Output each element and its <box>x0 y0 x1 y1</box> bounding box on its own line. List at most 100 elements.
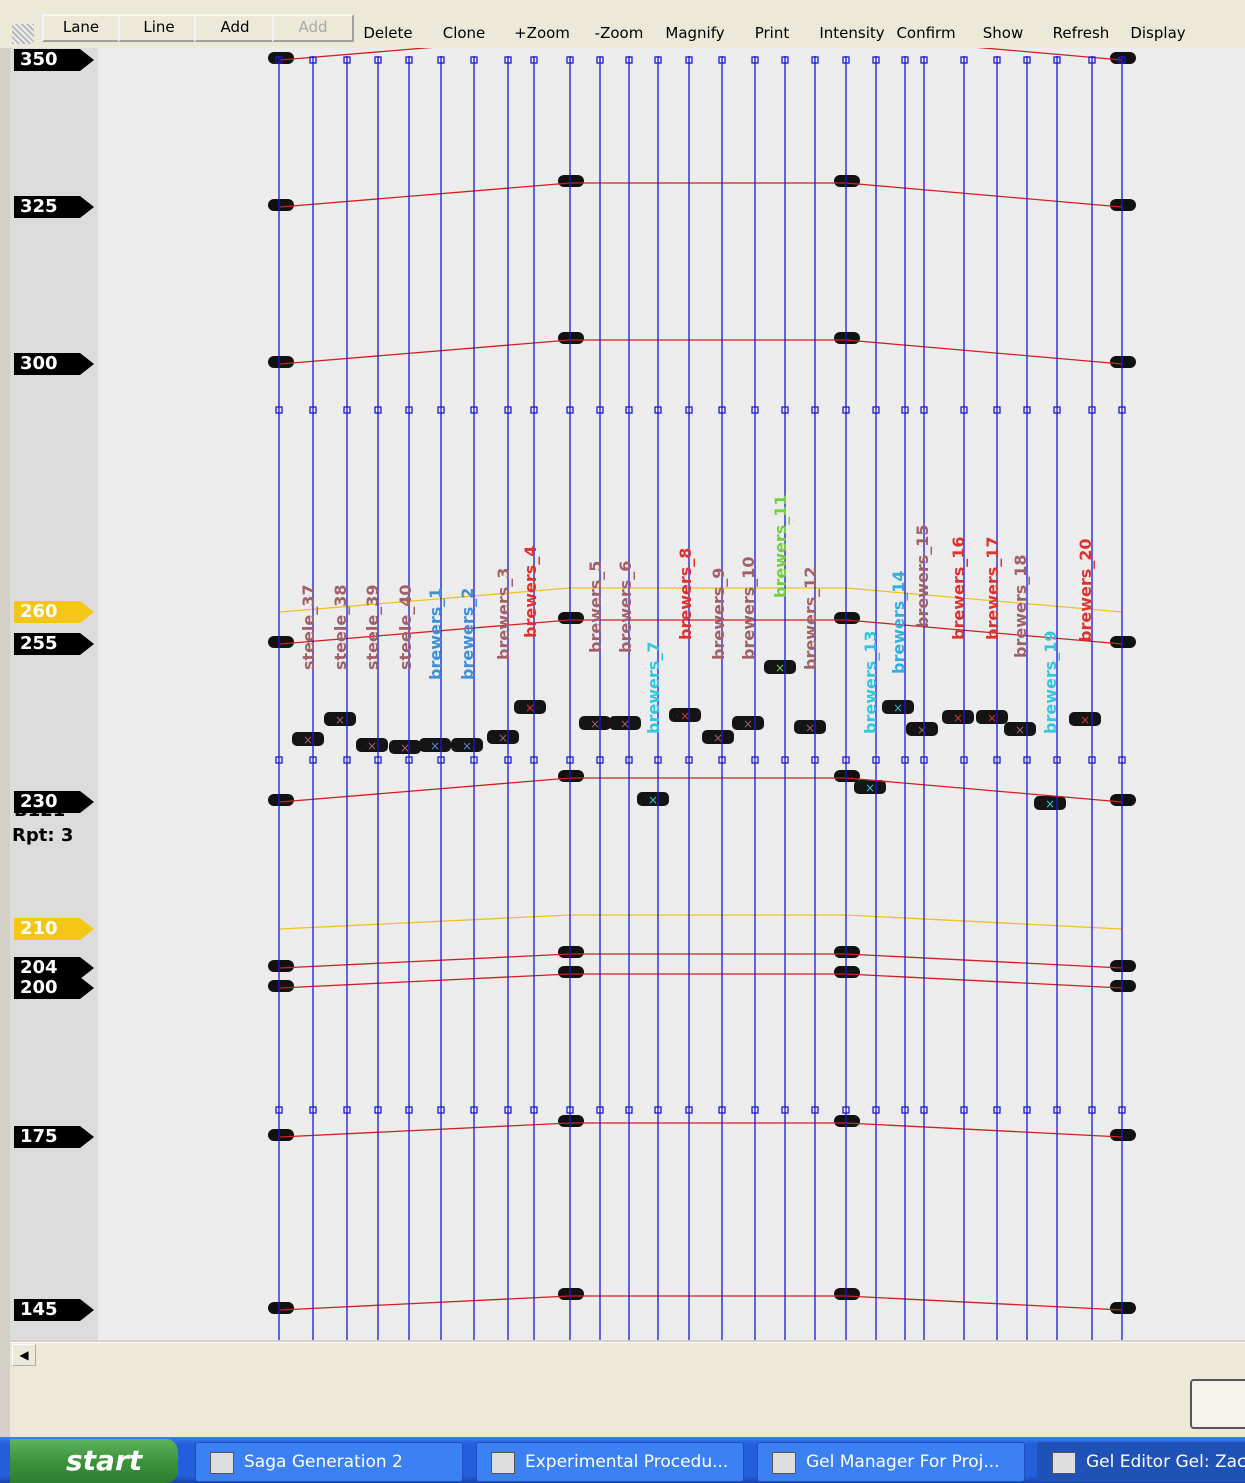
ladder-band <box>558 175 584 187</box>
toolbar-button[interactable]: Add <box>194 14 276 42</box>
ladder-band <box>558 966 584 978</box>
task-icon <box>772 1452 796 1474</box>
toolbar-button[interactable]: Add <box>272 14 354 42</box>
band-call: × <box>303 733 313 747</box>
toolbar-button[interactable]: Confirm <box>892 22 960 46</box>
toolbar-button[interactable]: Lane <box>42 14 120 42</box>
lane-label: brewers_15 <box>913 524 932 628</box>
gel-noise <box>98 48 1245 1340</box>
toolbar-button[interactable]: +Zoom <box>508 22 576 46</box>
task-icon <box>210 1452 234 1474</box>
ladder-band <box>268 636 294 648</box>
lane-label: steele_37 <box>299 585 318 670</box>
taskbar-item[interactable]: Experimental Procedu... <box>476 1442 744 1482</box>
scroll-left[interactable]: ◀ <box>12 1344 36 1366</box>
band-call: × <box>367 739 377 753</box>
ladder-band <box>268 794 294 806</box>
toolbar-button[interactable]: Clone <box>432 22 496 46</box>
gel-image: ×××××××××××××××××××××××× steele_37steele… <box>0 48 1245 1340</box>
lane-label: steele_40 <box>396 585 415 670</box>
ladder-band <box>834 966 860 978</box>
ladder-band <box>1110 636 1136 648</box>
toolbar-button[interactable]: Magnify <box>656 22 734 46</box>
ladder-band <box>834 946 860 958</box>
ladder-band <box>268 980 294 992</box>
ladder-band <box>834 332 860 344</box>
toolbar-button[interactable]: Refresh <box>1044 22 1118 46</box>
ladder-band <box>268 356 294 368</box>
status-panel <box>10 1367 1245 1437</box>
lane-label: brewers_7 <box>644 642 663 734</box>
gel-editor-window: LaneLineAddAddDeleteClone+Zoom-ZoomMagni… <box>0 0 1245 1483</box>
band-call: × <box>893 701 903 715</box>
band-call: × <box>1080 713 1090 727</box>
lane-label: brewers_12 <box>801 566 820 670</box>
lane-label: brewers_10 <box>739 556 758 660</box>
lane-label: brewers_20 <box>1076 538 1095 642</box>
ladder-band <box>1110 52 1136 64</box>
lane-label: brewers_1 <box>426 588 445 680</box>
grip <box>12 24 34 44</box>
lane-label: brewers_13 <box>861 630 880 734</box>
toolbar-button[interactable]: -Zoom <box>586 22 652 46</box>
band-call: × <box>462 739 472 753</box>
ladder-band <box>1110 1302 1136 1314</box>
band-call: × <box>648 793 658 807</box>
lane-label: brewers_14 <box>889 570 908 674</box>
toolbar-button[interactable]: Show <box>972 22 1034 46</box>
band-call: × <box>917 723 927 737</box>
lane-label: brewers_2 <box>458 588 477 680</box>
ladder-band <box>268 1129 294 1141</box>
band-call: × <box>430 739 440 753</box>
band-call: × <box>987 711 997 725</box>
ladder-band <box>1110 960 1136 972</box>
taskbar-item[interactable]: Gel Editor Gel: Zach <box>1037 1442 1245 1482</box>
toolbar-button[interactable]: Delete <box>352 22 424 46</box>
band-call: × <box>805 721 815 735</box>
ladder-band <box>834 612 860 624</box>
band-call: × <box>953 711 963 725</box>
horizontal-scrollbar[interactable]: ◀ <box>10 1342 1245 1368</box>
band-call: × <box>1015 723 1025 737</box>
lane-label: brewers_4 <box>521 546 540 638</box>
taskbar-item[interactable]: Gel Manager For Proj... <box>757 1442 1025 1482</box>
band-call: × <box>590 717 600 731</box>
ladder-band <box>1110 794 1136 806</box>
taskbar-item[interactable]: Saga Generation 2 <box>195 1442 463 1482</box>
toolbar-button[interactable]: Print <box>742 22 802 46</box>
ladder-band <box>268 199 294 211</box>
lane-label: brewers_9 <box>709 568 728 660</box>
task-icon <box>491 1452 515 1474</box>
ladder-band <box>834 175 860 187</box>
band-call: × <box>865 781 875 795</box>
lane-label: brewers_8 <box>676 548 695 640</box>
ladder-band <box>1110 1129 1136 1141</box>
ladder-band <box>1110 980 1136 992</box>
ladder-band <box>268 52 294 64</box>
button[interactable] <box>1190 1379 1245 1429</box>
lane-label: brewers_6 <box>616 561 635 653</box>
ladder-band <box>834 1288 860 1300</box>
band-call: × <box>498 731 508 745</box>
task-icon <box>1052 1452 1076 1474</box>
lane-label: brewers_3 <box>494 568 513 660</box>
toolbar-button[interactable]: Intensity <box>812 22 892 46</box>
lane-label: brewers_19 <box>1041 630 1060 734</box>
ladder-band <box>834 770 860 782</box>
lane-label: brewers_16 <box>949 536 968 640</box>
ladder-band <box>834 1115 860 1127</box>
ladder-band <box>268 960 294 972</box>
lane-label: brewers_11 <box>771 494 790 598</box>
ladder-band <box>558 770 584 782</box>
start-button[interactable]: start <box>10 1439 178 1483</box>
ladder-band <box>558 332 584 344</box>
toolbar-button[interactable]: Display <box>1122 22 1194 46</box>
toolbar: LaneLineAddAddDeleteClone+Zoom-ZoomMagni… <box>0 0 1245 48</box>
toolbar-button[interactable]: Line <box>118 14 200 42</box>
lane-label: brewers_18 <box>1011 554 1030 658</box>
ladder-band <box>1110 356 1136 368</box>
ladder-band <box>558 946 584 958</box>
ladder-band <box>268 1302 294 1314</box>
ladder-band <box>1110 199 1136 211</box>
ladder-band <box>558 612 584 624</box>
